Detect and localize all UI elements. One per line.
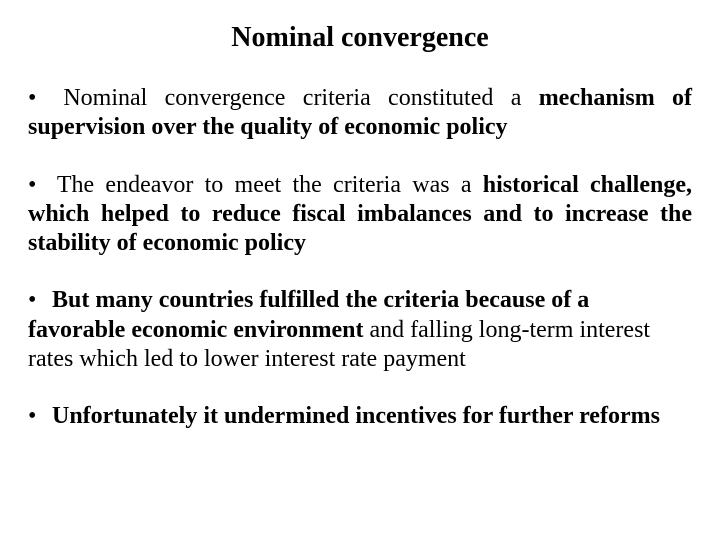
slide-title: Nominal convergence xyxy=(28,22,692,54)
bullet-4: • Unfortunately it undermined incentives… xyxy=(28,402,692,431)
bullet-2: • The endeavor to meet the criteria was … xyxy=(28,171,692,259)
bullet-dot: • xyxy=(28,171,46,200)
bullet-3: • But many countries fulfilled the crite… xyxy=(28,286,692,374)
bullet-dot: • xyxy=(28,402,46,431)
bullet-2-text-normal: The endeavor to meet the criteria was a xyxy=(57,172,483,198)
bullet-4-text-bold: Unfortunately it undermined incentives f… xyxy=(52,403,660,429)
bullet-dot: • xyxy=(28,84,46,113)
bullet-1-text-normal: Nominal convergence criteria constituted… xyxy=(63,85,538,111)
bullet-1: • Nominal convergence criteria constitut… xyxy=(28,84,692,143)
bullet-dot: • xyxy=(28,286,46,315)
